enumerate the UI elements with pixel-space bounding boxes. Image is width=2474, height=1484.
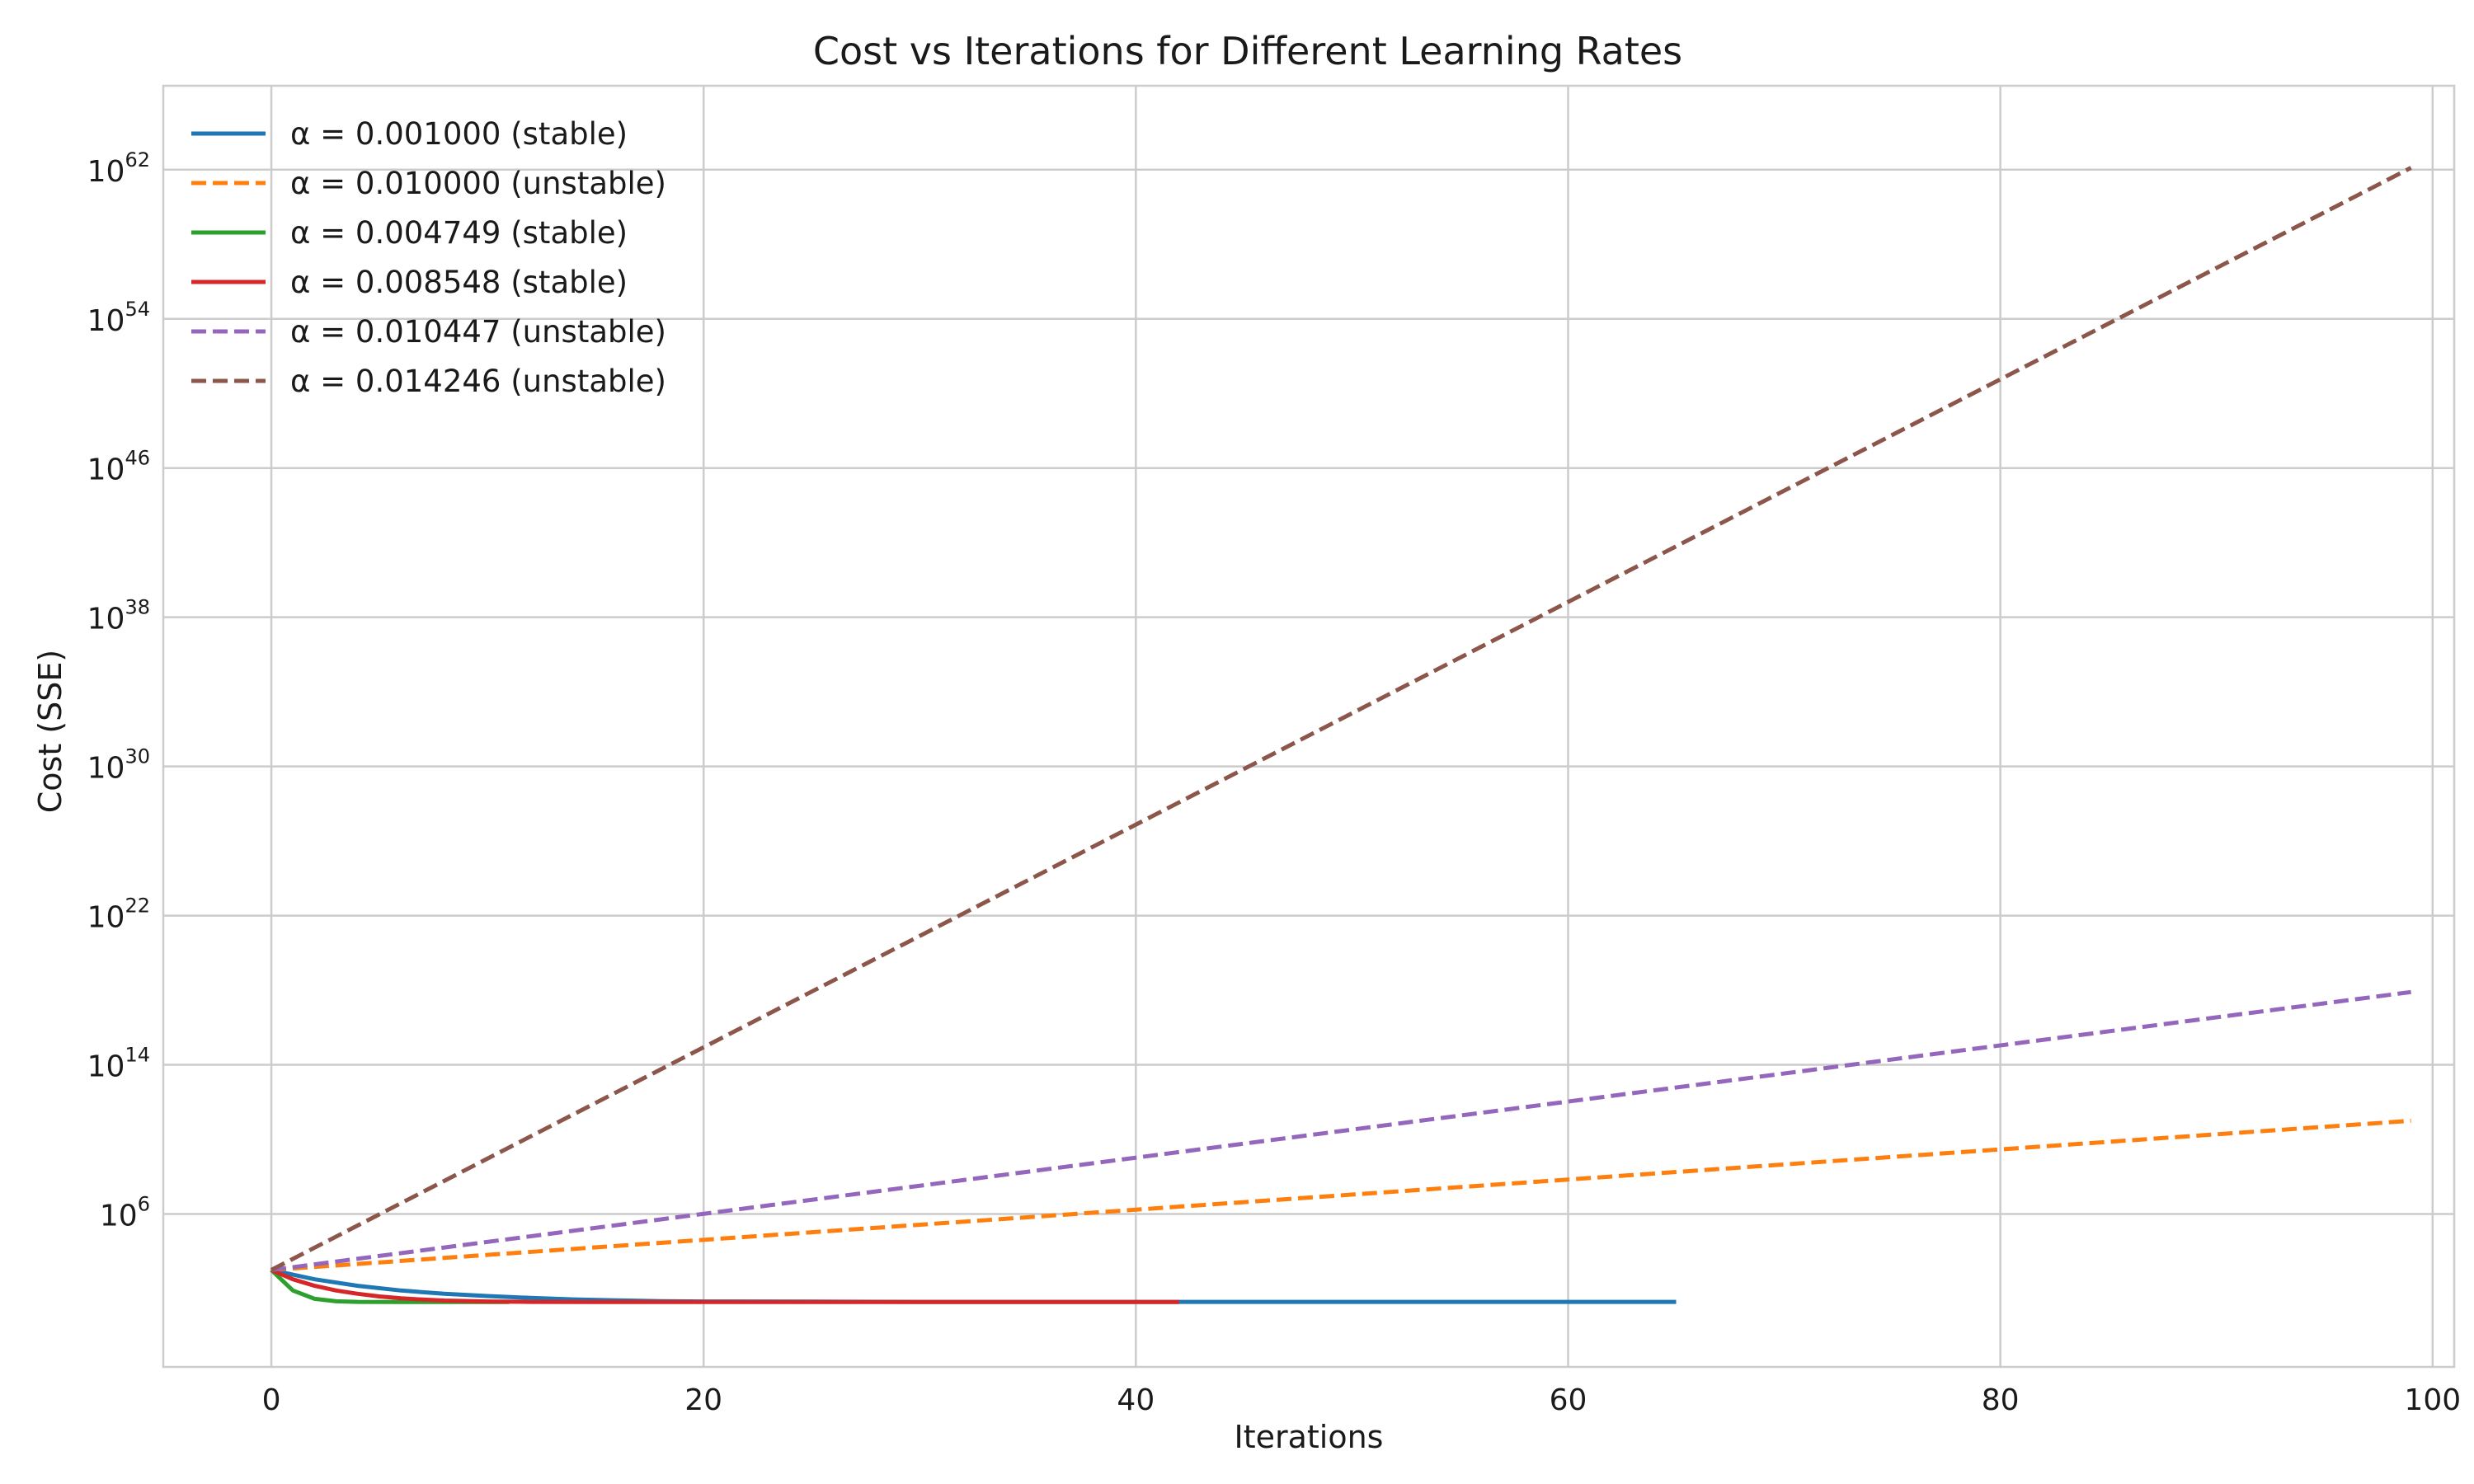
x-tick-label: 60 — [1550, 1383, 1587, 1417]
x-tick-label: 0 — [262, 1383, 281, 1417]
y-axis-ticks: 106 1014 1022 1030 1038 1046 1054 1062 — [87, 148, 150, 1233]
y-tick-label: 1022 — [87, 895, 150, 935]
legend-label: α = 0.010447 (unstable) — [290, 314, 666, 350]
chart-title: Cost vs Iterations for Different Learnin… — [813, 29, 1682, 73]
legend-label: α = 0.010000 (unstable) — [290, 166, 666, 201]
grid — [163, 86, 2454, 1367]
y-tick-label: 1054 — [87, 298, 150, 338]
y-tick-label: 1030 — [87, 745, 150, 786]
series-line-3 — [270, 1268, 510, 1304]
legend-label: α = 0.001000 (stable) — [290, 116, 628, 152]
x-tick-label: 40 — [1117, 1383, 1155, 1417]
x-axis-label: Iterations — [1235, 1419, 1384, 1455]
x-tick-label: 20 — [684, 1383, 722, 1417]
plot-frame — [162, 84, 2456, 1369]
legend: α = 0.001000 (stable) α = 0.010000 (unsta… — [191, 116, 666, 399]
series-line-2 — [270, 1118, 2411, 1272]
y-axis-label: Cost (SSE) — [32, 650, 68, 813]
series-line-4 — [270, 1268, 1179, 1304]
y-tick-label: 1014 — [87, 1044, 150, 1084]
legend-label: α = 0.008548 (stable) — [290, 265, 628, 300]
y-tick-label: 1062 — [87, 148, 150, 189]
x-axis-ticks: 0 20 40 60 80 100 — [262, 1383, 2462, 1417]
x-tick-label: 80 — [1982, 1383, 2020, 1417]
x-tick-label: 100 — [2404, 1383, 2461, 1417]
legend-label: α = 0.004749 (stable) — [290, 215, 628, 251]
y-tick-label: 1046 — [87, 447, 150, 487]
series-line-5 — [270, 989, 2411, 1272]
y-tick-label: 106 — [100, 1193, 150, 1233]
series-layer — [270, 166, 2412, 1304]
series-line-6 — [270, 166, 2412, 1272]
legend-label: α = 0.014246 (unstable) — [290, 364, 666, 399]
y-tick-label: 1038 — [87, 596, 150, 636]
